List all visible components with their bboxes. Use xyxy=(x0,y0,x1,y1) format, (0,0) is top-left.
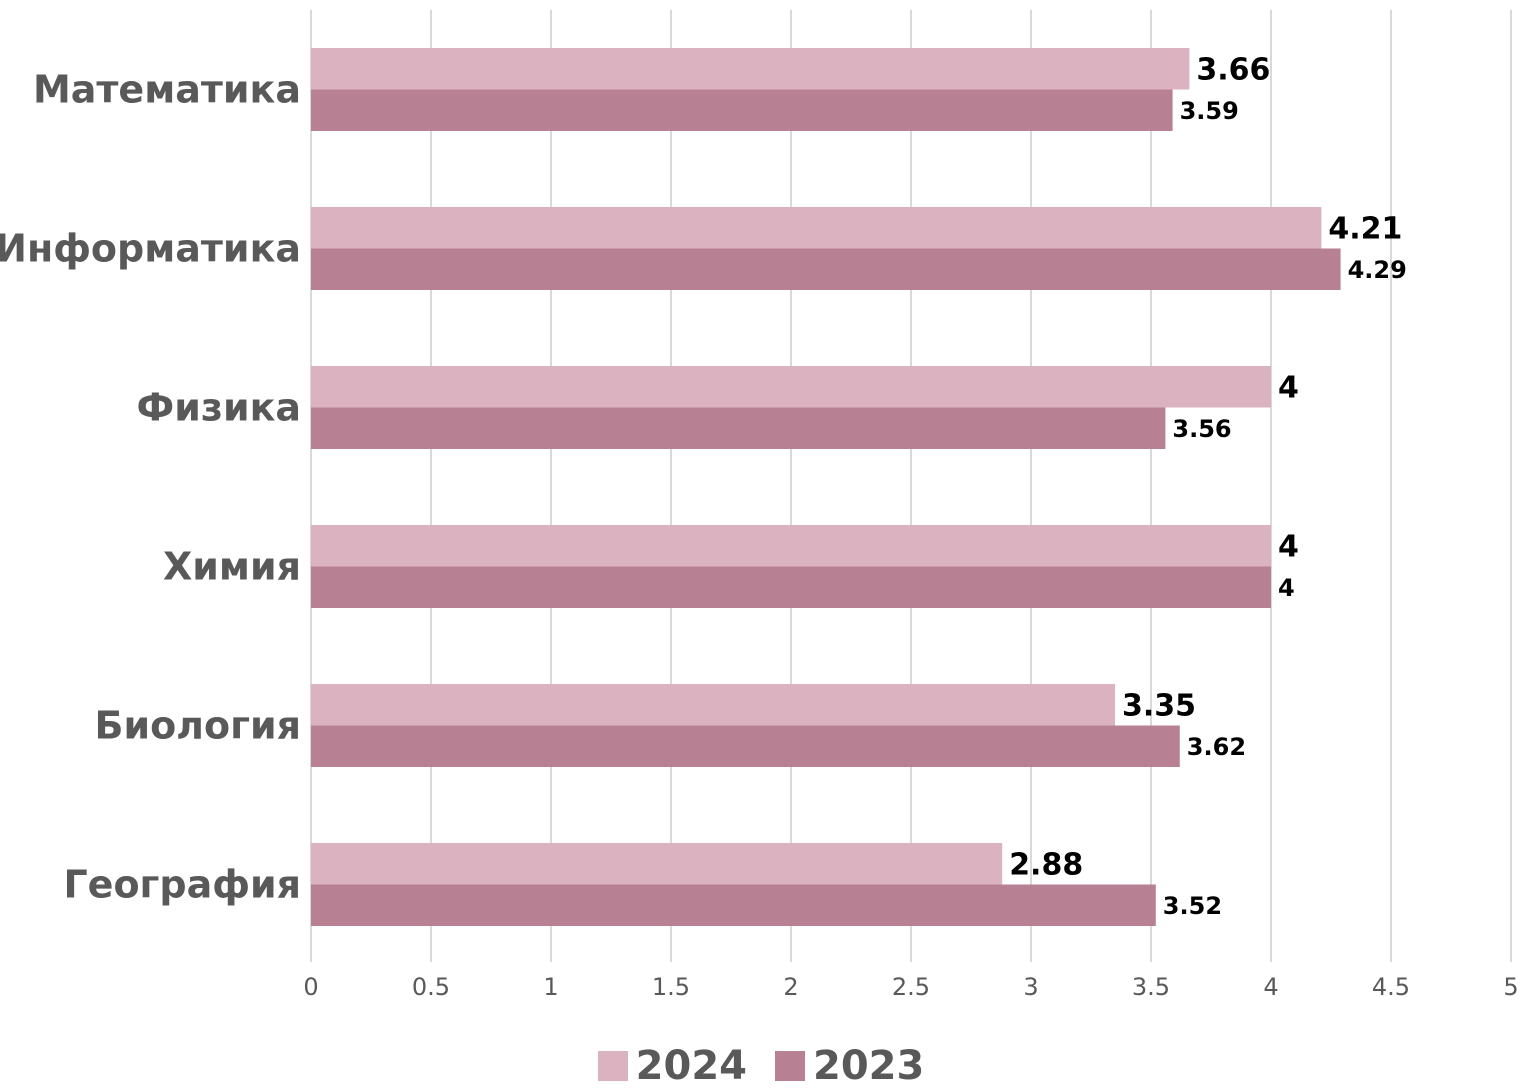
data-label-2024: 3.66 xyxy=(1196,53,1270,88)
bar-2023 xyxy=(311,248,1341,290)
x-tick-0.5: 0.5 xyxy=(412,973,450,1001)
data-label-2023: 3.52 xyxy=(1163,892,1222,920)
category-label: Математика xyxy=(33,68,301,112)
data-label-2024: 4.21 xyxy=(1328,212,1402,247)
bar-2024 xyxy=(311,207,1322,249)
x-tick-1.5: 1.5 xyxy=(652,973,690,1001)
data-label-2024: 4 xyxy=(1278,371,1299,406)
legend-item-2024[interactable]: 2024 xyxy=(597,1043,747,1089)
data-label-2024: 4 xyxy=(1278,530,1299,565)
data-label-2023: 4 xyxy=(1278,574,1295,602)
data-label-2024: 3.35 xyxy=(1122,689,1196,724)
bar-2023 xyxy=(311,566,1271,608)
x-tick-labels: 0 0.5 1 1.5 2 2.5 3 3.5 4 4.5 5 xyxy=(303,973,1518,1001)
data-label-2024: 2.88 xyxy=(1009,848,1083,883)
legend-label-2024: 2024 xyxy=(635,1043,747,1089)
data-label-2023: 3.56 xyxy=(1172,415,1231,443)
data-label-2023: 3.62 xyxy=(1187,733,1246,761)
x-tick-3.5: 3.5 xyxy=(1132,973,1170,1001)
x-tick-3: 3 xyxy=(1023,973,1038,1001)
data-labels: 3.66 3.59 4.21 4.29 4 3.56 4 4 3.35 3.62 2.88 3.52 xyxy=(1009,53,1407,920)
bar-2024 xyxy=(311,48,1190,90)
bars xyxy=(311,48,1341,926)
x-tick-2.5: 2.5 xyxy=(892,973,930,1001)
bar-2024 xyxy=(311,843,1003,885)
gridlines xyxy=(310,10,1512,962)
x-tick-2: 2 xyxy=(783,973,798,1001)
x-tick-4.5: 4.5 xyxy=(1372,973,1410,1001)
bar-chart: Математика Информатика Физика Химия Биология… xyxy=(0,10,1519,1001)
data-label-2023: 3.59 xyxy=(1180,97,1239,125)
bar-2023 xyxy=(311,884,1156,926)
legend-item-2023[interactable]: 2023 xyxy=(775,1046,924,1086)
bar-2023 xyxy=(311,725,1180,767)
bar-2024 xyxy=(311,366,1271,408)
category-label: Биология xyxy=(94,704,301,748)
legend-swatch-2024 xyxy=(597,1051,628,1081)
x-tick-4: 4 xyxy=(1263,973,1278,1001)
legend: 2024 2023 xyxy=(0,1046,1522,1086)
x-tick-5: 5 xyxy=(1503,973,1518,1001)
category-label: Физика xyxy=(137,386,301,430)
x-tick-1: 1 xyxy=(543,973,558,1001)
legend-label-2023: 2023 xyxy=(813,1043,925,1089)
bar-2024 xyxy=(311,684,1115,726)
category-labels: Математика Информатика Физика Химия Биология… xyxy=(0,68,301,907)
category-label: Химия xyxy=(163,545,301,589)
category-label: География xyxy=(63,863,301,907)
bar-2024 xyxy=(311,525,1271,567)
bar-2023 xyxy=(311,407,1166,449)
data-label-2023: 4.29 xyxy=(1348,256,1407,284)
category-label: Информатика xyxy=(0,227,301,271)
bar-2023 xyxy=(311,89,1173,131)
legend-swatch-2023 xyxy=(775,1051,805,1081)
x-tick-0: 0 xyxy=(303,973,318,1001)
